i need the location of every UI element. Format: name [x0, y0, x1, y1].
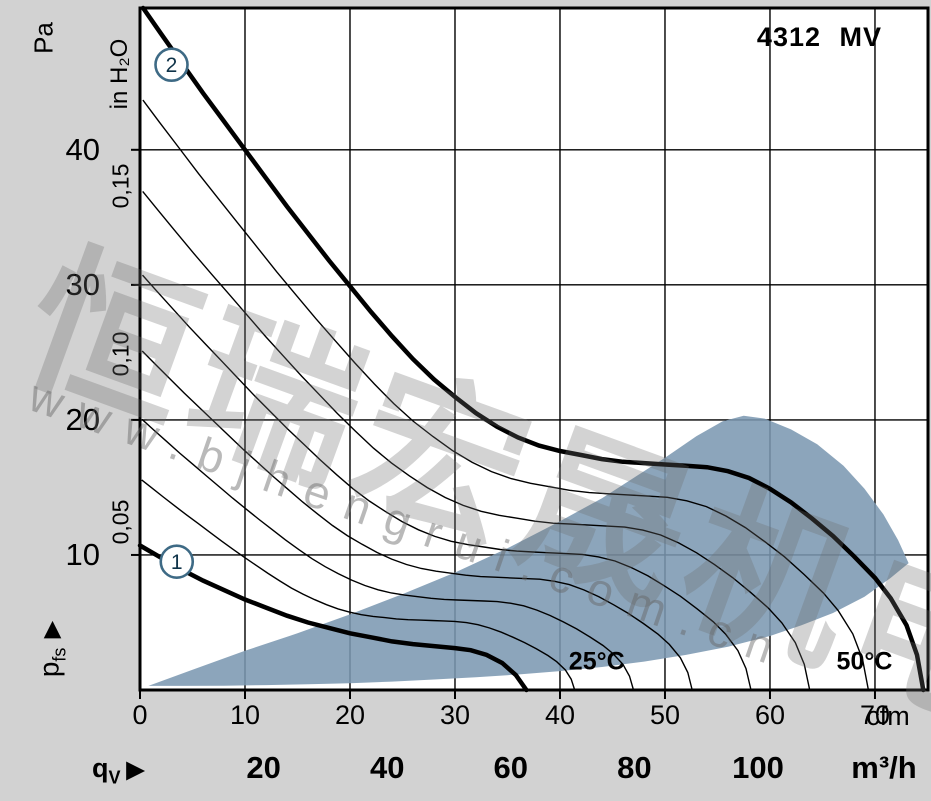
reduced-speed-curve [141, 350, 693, 691]
reduced-speed-curve [141, 418, 635, 691]
curve-marker-circle-1 [159, 544, 195, 580]
curve-marker-circle-2 [154, 47, 189, 83]
reduced-speed-curve [142, 99, 870, 691]
plot-border [138, 6, 930, 692]
fan-curve-2 [140, 5, 926, 693]
operating-range-region [148, 415, 909, 686]
reduced-speed-curve [142, 190, 811, 691]
curve-marker-number-2: 2 [166, 54, 178, 77]
temperature-label: 50°C [837, 648, 893, 676]
fan-curve-1 [137, 543, 529, 693]
reduced-speed-curve [141, 274, 752, 691]
reduced-speed-curve [141, 479, 576, 691]
curve-marker-number-1: 1 [171, 551, 183, 574]
temperature-label: 25°C [569, 648, 625, 676]
